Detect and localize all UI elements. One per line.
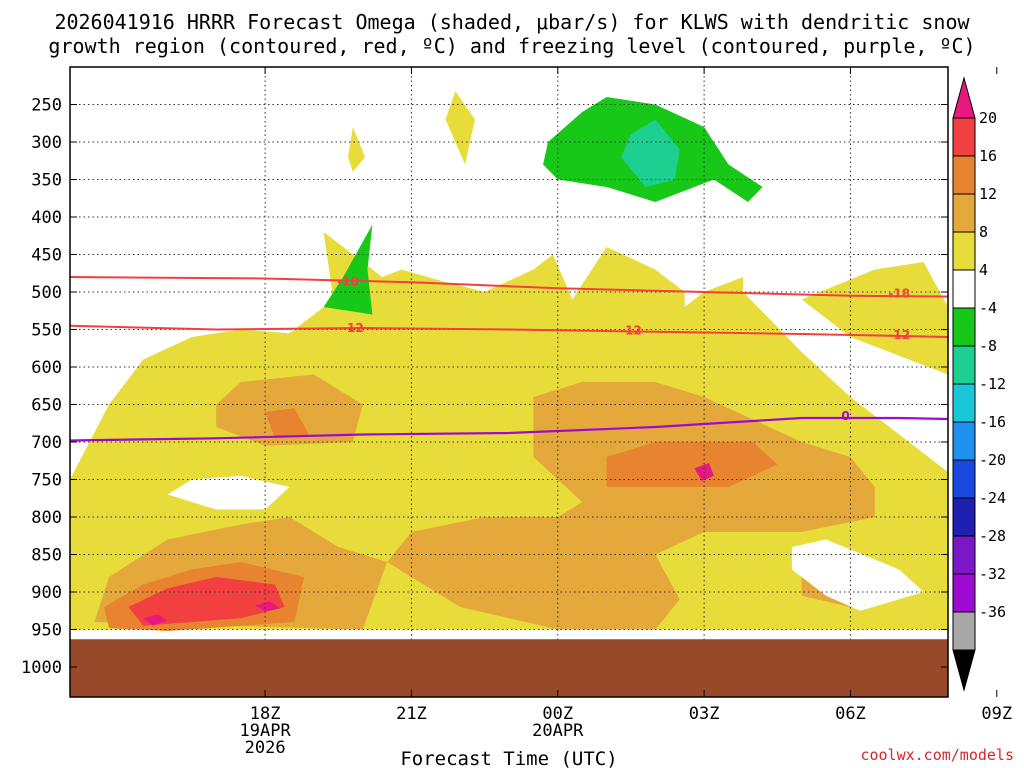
x-tick-sub-date-18Z: 19APR xyxy=(240,721,292,741)
chart-title-line2: growth region (contoured, red, ºC) and f… xyxy=(48,34,975,58)
dgz-label-text: -12 xyxy=(342,321,364,335)
y-tick-label-350: 350 xyxy=(31,171,62,191)
colorbar-bin-3 xyxy=(952,231,976,271)
colorbar-bin-8 xyxy=(952,421,976,461)
credit-text: coolwx.com/models xyxy=(860,746,1014,764)
colorbar-label-8: 8 xyxy=(979,223,988,241)
colorbar-label-m24: -24 xyxy=(979,489,1006,507)
dgz-contour-m18-0 xyxy=(70,276,948,298)
y-tick-label-500: 500 xyxy=(31,283,62,303)
plot-frame xyxy=(69,66,949,698)
colorbar-label-m16: -16 xyxy=(979,413,1006,431)
x-tick-label-09Z: 09Z xyxy=(981,704,1012,724)
omega-region-strong-center xyxy=(606,442,778,487)
omega-region-peak-left xyxy=(143,614,168,626)
colorbar-bin-12 xyxy=(952,573,976,613)
y-tick-label-1000: 1000 xyxy=(21,658,62,678)
colorbar-label-m36: -36 xyxy=(979,603,1006,621)
y-tick-label-600: 600 xyxy=(31,358,62,378)
colorbar-top-triangle xyxy=(952,76,976,119)
dgz-label-1: -12 xyxy=(342,321,364,335)
omega-region-intense-left xyxy=(128,577,285,626)
x-tick-sub-year-18Z: 2026 xyxy=(245,738,286,758)
colorbar-label-12: 12 xyxy=(979,185,997,203)
omega-region-ascent-upper-left xyxy=(348,127,366,172)
dgz-label-text: -12 xyxy=(620,323,642,337)
colorbar-bin-0 xyxy=(952,117,976,157)
y-tick-label-850: 850 xyxy=(31,546,62,566)
x-tick-sub-date-00Z: 20APR xyxy=(532,721,584,741)
colorbar-label-m12: -12 xyxy=(979,375,1006,393)
y-tick-label-400: 400 xyxy=(31,208,62,228)
colorbar-bin-11 xyxy=(952,535,976,575)
colorbar-bin-2 xyxy=(952,193,976,233)
y-tick-label-250: 250 xyxy=(31,96,62,116)
colorbar-bin-7 xyxy=(952,383,976,423)
y-tick-label-550: 550 xyxy=(31,321,62,341)
y-tick-label-750: 750 xyxy=(31,471,62,491)
ground-terrain xyxy=(70,639,948,697)
colorbar-bin-5 xyxy=(952,307,976,347)
y-tick-label-900: 900 xyxy=(31,583,62,603)
x-tick-label-00Z: 00Z xyxy=(542,704,573,724)
dgz-label-text: -12 xyxy=(888,328,910,342)
omega-neutral-gap-0 xyxy=(167,475,290,510)
colorbar-bin-6 xyxy=(952,345,976,385)
freezing-level-contour xyxy=(70,416,948,442)
colorbar-bin-1 xyxy=(952,155,976,195)
dgz-label-4: -12 xyxy=(888,328,910,342)
x-tick-label-03Z: 03Z xyxy=(689,704,720,724)
dgz-label-text: -18 xyxy=(888,287,910,301)
freezing-level-label: 0 xyxy=(841,409,849,423)
dgz-label-2: -12 xyxy=(620,323,642,337)
y-tick-label-450: 450 xyxy=(31,246,62,266)
dgz-label-3: -18 xyxy=(888,287,910,301)
omega-neutral-gap-1 xyxy=(791,539,924,611)
chart-title-line1: 2026041916 HRRR Forecast Omega (shaded, … xyxy=(54,10,970,34)
colorbar-label-16: 16 xyxy=(979,147,997,165)
colorbar-label-m32: -32 xyxy=(979,565,1006,583)
colorbar-bin-10 xyxy=(952,497,976,537)
y-tick-label-800: 800 xyxy=(31,508,62,528)
x-tick-label-21Z: 21Z xyxy=(396,704,427,724)
colorbar-label-4: 4 xyxy=(979,261,988,279)
colorbar-label-m4: -4 xyxy=(979,299,997,317)
omega-region-descent-core xyxy=(621,119,680,187)
dgz-label-text: -18 xyxy=(337,275,359,289)
y-tick-label-700: 700 xyxy=(31,433,62,453)
y-tick-label-300: 300 xyxy=(31,133,62,153)
y-tick-label-650: 650 xyxy=(31,396,62,416)
colorbar-label-m28: -28 xyxy=(979,527,1006,545)
plot-inner: -18 -12 -12 -18 -12 0 xyxy=(70,67,948,697)
plot-area: -18 -12 -12 -18 -12 0 250 300 350 400 450 500 550 600… xyxy=(21,66,1012,758)
omega-region-ascent-right-high xyxy=(801,262,948,375)
colorbar-bin-13 xyxy=(952,611,976,651)
dgz-label-0: -18 xyxy=(337,275,359,289)
colorbar-bin-9 xyxy=(952,459,976,499)
y-tick-label-950: 950 xyxy=(31,621,62,641)
colorbar-label-20: 20 xyxy=(979,109,997,127)
colorbar: 20 16 12 8 4 -4 -8 -12 -16 -20 -24 -28 -32 -36 xyxy=(952,76,1006,692)
colorbar-bin-4 xyxy=(952,269,976,309)
x-tick-label-18Z: 18Z xyxy=(250,704,281,724)
omega-region-strong-left-upper xyxy=(265,408,309,439)
omega-region-ascent-upper-mid xyxy=(445,91,475,165)
dgz-contour-m12-1 xyxy=(70,324,948,339)
omega-region-peak-left-2 xyxy=(255,601,280,612)
colorbar-bottom-triangle xyxy=(952,649,976,692)
x-tick-label-06Z: 06Z xyxy=(835,704,866,724)
colorbar-label-m8: -8 xyxy=(979,337,997,355)
x-axis-label: Forecast Time (UTC) xyxy=(400,748,617,768)
colorbar-label-m20: -20 xyxy=(979,451,1006,469)
